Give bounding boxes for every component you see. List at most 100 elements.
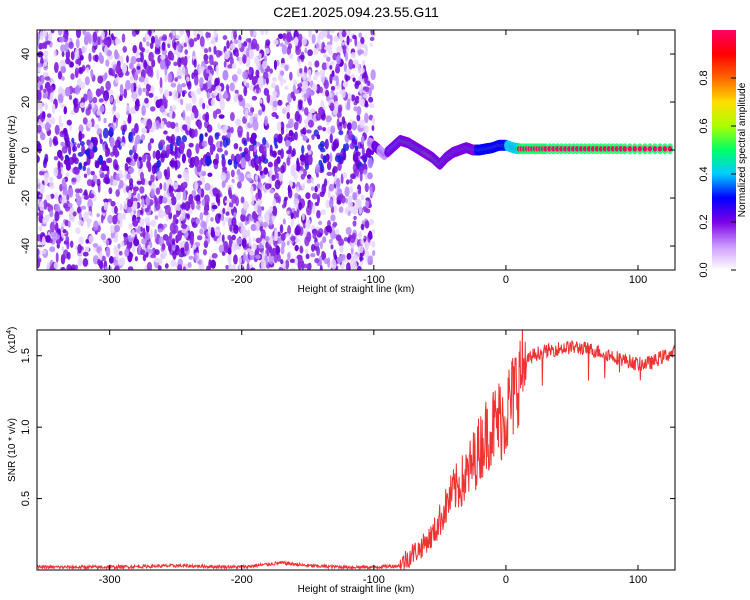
noise-cell [60,44,66,53]
noise-cell [316,245,320,257]
noise-cell [166,149,171,155]
noise-cell [140,53,144,63]
noise-cell [328,183,335,192]
noise-cell [298,54,305,60]
noise-cell [233,30,237,40]
noise-cell [301,72,307,81]
noise-cell [204,182,211,191]
noise-cell [329,93,333,98]
noise-cell [269,167,273,178]
noise-cell [261,238,266,246]
noise-cell [93,220,99,231]
noise-cell [292,79,297,86]
noise-cell [234,89,239,94]
noise-cell [358,32,362,38]
noise-cell [117,243,121,249]
noise-cell [100,214,104,224]
noise-cell [367,172,373,180]
noise-cell [342,44,347,55]
noise-cell [201,170,207,177]
noise-cell [199,133,204,142]
noise-cell [134,71,138,81]
noise-cell [307,262,312,270]
noise-cell [352,192,356,201]
noise-cell [241,237,247,248]
noise-cell [50,231,56,238]
signal-cell [642,146,648,152]
noise-cell [212,61,219,66]
noise-cell [159,182,163,190]
noise-cell [44,41,48,49]
noise-cell [278,33,284,40]
noise-cell [199,212,204,221]
noise-cell [176,202,182,212]
noise-cell [301,260,305,270]
bottom-x-tick-label: -100 [363,574,385,586]
noise-cell [141,197,145,208]
noise-cell [168,184,172,194]
noise-cell [369,42,373,47]
noise-cell [172,105,177,112]
noise-cell [88,33,92,45]
noise-cell [345,30,351,36]
noise-cell [294,36,299,47]
noise-cell [315,230,321,236]
noise-cell [125,157,132,164]
noise-cell [257,77,263,86]
noise-cell [205,216,209,225]
top-x-axis-label: Height of straight line (km) [298,284,415,295]
noise-cell [186,148,192,159]
noise-cell [368,87,372,97]
noise-cell [43,54,49,65]
noise-cell [84,246,90,253]
noise-cell [56,239,61,245]
noise-cell [85,148,91,158]
noise-cell [128,189,132,200]
noise-cell [77,219,84,226]
snr-series-line [37,330,675,570]
noise-cell [49,221,56,233]
noise-cell [235,153,241,164]
noise-cell [41,184,45,194]
noise-cell [77,244,82,254]
noise-cell [145,89,150,97]
noise-cell [94,160,100,169]
noise-cell [68,215,72,222]
noise-cell [286,156,291,166]
noise-cell [46,40,51,45]
noise-cell [77,143,81,149]
noise-cell [92,96,98,104]
noise-cell [177,174,182,179]
noise-cell [330,244,334,250]
noise-cell [141,127,147,134]
noise-cell [318,159,323,167]
noise-cell [248,144,255,152]
noise-cell [336,45,342,55]
noise-cell [324,46,329,51]
noise-cell [183,55,188,67]
noise-cell [301,212,305,221]
noise-cell [268,175,272,186]
noise-cell [43,199,48,210]
noise-cell [140,119,145,124]
bottom-x-tick-label: 0 [503,574,509,586]
noise-cell [202,249,208,256]
noise-cell [329,73,333,85]
noise-cell [181,209,186,220]
noise-cell [247,229,251,238]
noise-cell [310,243,315,252]
bottom-x-tick-label: 100 [629,574,647,586]
noise-cell [203,240,209,248]
noise-cell [312,203,316,214]
noise-cell [269,68,274,74]
noise-cell [305,253,310,260]
top-y-axis: -40 -20 0 20 40 [20,48,675,254]
noise-cell [132,200,138,211]
noise-cell [104,266,109,270]
noise-cell [122,212,126,220]
top-x-tick-label: 100 [629,274,647,286]
noise-cell [363,51,368,57]
noise-cell [225,265,230,270]
noise-cell [88,52,92,62]
